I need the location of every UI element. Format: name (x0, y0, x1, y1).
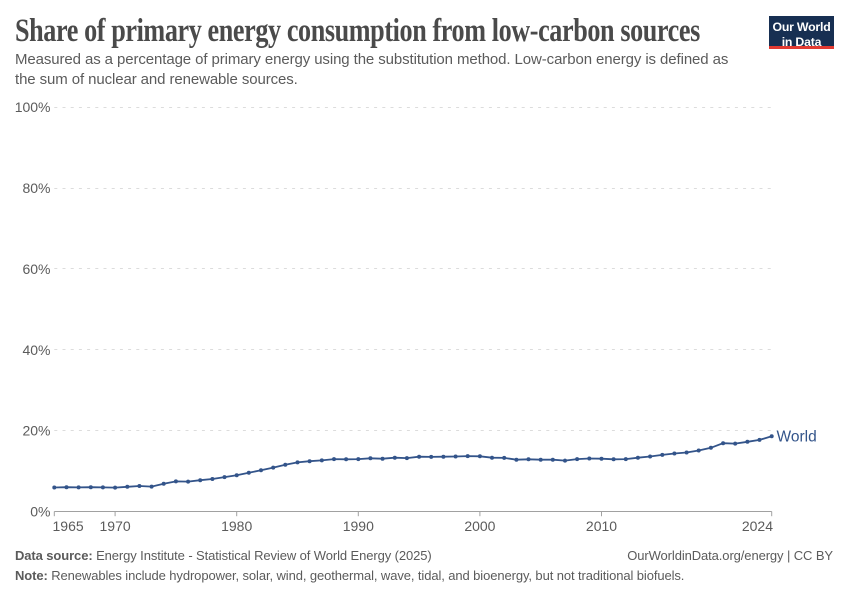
svg-text:80%: 80% (22, 180, 50, 196)
svg-text:1965: 1965 (53, 518, 84, 534)
svg-text:60%: 60% (22, 261, 50, 277)
svg-text:World: World (777, 429, 817, 446)
svg-text:100%: 100% (15, 99, 51, 115)
svg-text:0%: 0% (30, 504, 50, 520)
svg-text:40%: 40% (22, 342, 50, 358)
svg-text:1990: 1990 (343, 518, 374, 534)
svg-text:2024: 2024 (742, 518, 773, 534)
svg-text:2000: 2000 (464, 518, 495, 534)
svg-text:1980: 1980 (221, 518, 252, 534)
svg-text:1970: 1970 (100, 518, 131, 534)
svg-text:20%: 20% (22, 423, 50, 439)
svg-text:2010: 2010 (586, 518, 617, 534)
